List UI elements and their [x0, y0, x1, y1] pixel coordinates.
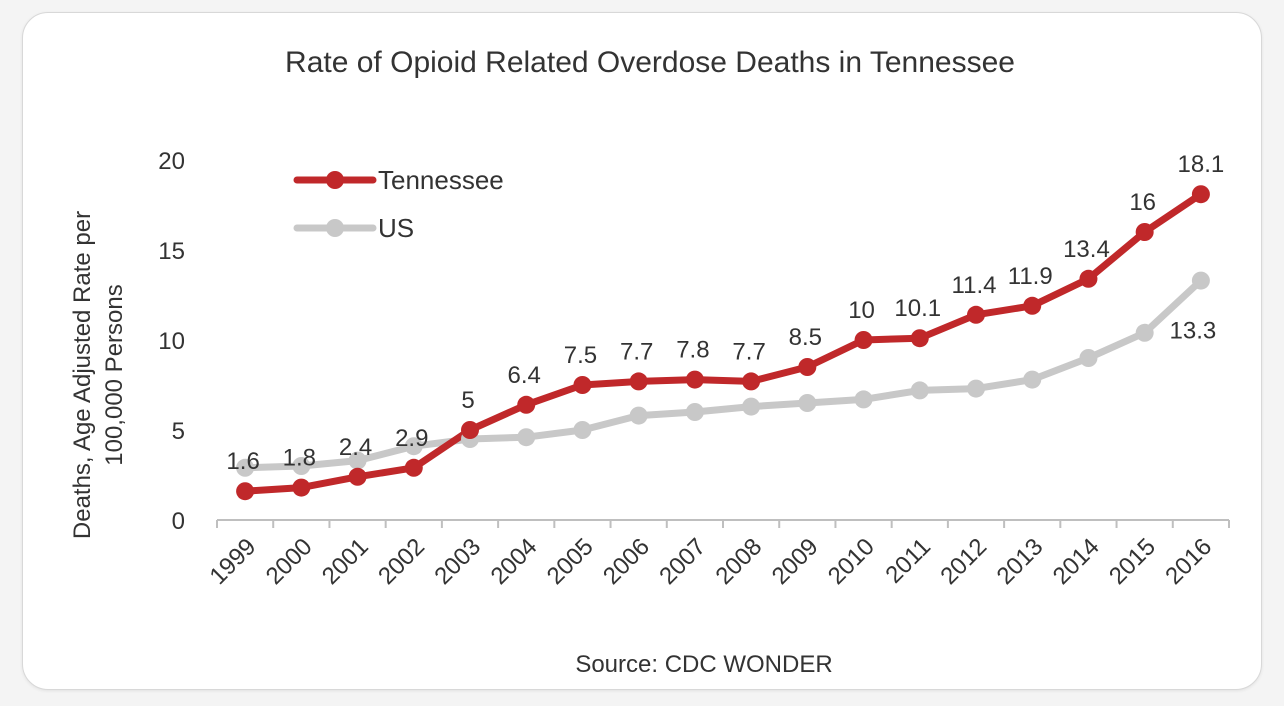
data-point-tennessee — [1079, 269, 1098, 288]
series-points — [236, 185, 1210, 501]
data-point-us — [798, 394, 817, 412]
x-tick-label: 2009 — [767, 533, 824, 590]
data-point-us — [517, 428, 536, 447]
data-point-tennessee — [292, 478, 311, 497]
x-tick-label: 2014 — [1048, 533, 1105, 590]
data-label-tennessee: 6.4 — [508, 362, 541, 389]
data-label-us: 13.3 — [1170, 318, 1217, 345]
data-label-tennessee: 5 — [461, 387, 474, 414]
data-point-us — [292, 457, 311, 475]
legend-swatch-marker — [326, 171, 344, 189]
data-point-us — [573, 421, 592, 439]
data-point-tennessee — [1191, 185, 1210, 204]
data-point-tennessee — [629, 372, 648, 391]
data-point-tennessee — [798, 358, 817, 376]
x-tick-label: 2011 — [880, 533, 936, 589]
data-point-tennessee — [1135, 223, 1154, 241]
data-point-tennessee — [967, 305, 985, 324]
y-axis-label: Deaths, Age Adjusted Rate per 100,000 Per… — [69, 211, 128, 539]
data-label-tennessee: 10 — [848, 297, 875, 324]
x-tick-label: 2000 — [261, 533, 318, 590]
x-tick-label: 2015 — [1104, 533, 1161, 590]
data-point-tennessee — [573, 376, 592, 394]
data-label-tennessee: 18.1 — [1178, 151, 1225, 178]
data-point-us — [1191, 271, 1210, 290]
x-tick-label: 2002 — [373, 533, 430, 590]
legend-swatch-marker — [326, 219, 344, 237]
legend-item-tennessee: Tennessee — [293, 165, 504, 195]
x-axis — [216, 519, 1230, 528]
data-point-tennessee — [685, 370, 704, 389]
y-tick-label: 10 — [158, 328, 185, 355]
x-tick-label: 2016 — [1160, 533, 1217, 590]
legend-label: Tennessee — [378, 165, 504, 195]
y-axis-label-line: Deaths, Age Adjusted Rate per — [69, 211, 96, 539]
data-point-tennessee — [348, 467, 367, 486]
data-label-tennessee: 2.4 — [339, 434, 372, 461]
data-label-tennessee: 7.7 — [732, 338, 765, 365]
x-tick-label: 2013 — [992, 533, 1049, 590]
data-point-us — [629, 406, 648, 425]
data-point-tennessee — [517, 395, 536, 414]
legend: Tennessee US — [293, 165, 504, 243]
data-label-tennessee: 1.8 — [283, 445, 316, 472]
legend-label: US — [378, 213, 414, 243]
x-tick-label: 2003 — [429, 533, 486, 590]
y-axis-ticks: 0 5 10 15 20 — [158, 148, 185, 535]
data-point-tennessee — [236, 482, 255, 501]
y-tick-label: 20 — [158, 148, 185, 175]
data-label-tennessee: 11.9 — [1008, 263, 1053, 290]
legend-item-us: US — [293, 213, 414, 243]
x-tick-label: 2008 — [711, 533, 768, 590]
x-tick-label: 2004 — [486, 533, 543, 590]
data-label-tennessee: 7.8 — [676, 337, 709, 364]
data-point-tennessee — [1023, 296, 1042, 315]
data-label-tennessee: 7.5 — [564, 342, 597, 369]
y-tick-label: 15 — [158, 238, 185, 265]
data-label-tennessee: 7.7 — [620, 338, 653, 365]
data-point-us — [1079, 349, 1098, 367]
x-tick-label: 2005 — [542, 533, 599, 590]
chart-title: Rate of Opioid Related Overdose Deaths i… — [285, 46, 1015, 79]
x-tick-label: 2012 — [935, 533, 992, 590]
data-label-tennessee: 10.1 — [894, 295, 941, 322]
data-point-tennessee — [742, 372, 761, 391]
x-tick-label: 2007 — [654, 533, 711, 590]
x-tick-label: 2001 — [317, 533, 374, 590]
data-point-tennessee — [910, 329, 929, 348]
data-point-us — [1135, 323, 1154, 342]
data-point-us — [236, 458, 255, 477]
x-tick-label: 2006 — [598, 533, 655, 590]
data-label-tennessee: 13.4 — [1063, 236, 1110, 263]
data-point-us — [1023, 370, 1042, 389]
series-line-us — [241, 277, 1205, 472]
data-label-tennessee: 8.5 — [789, 324, 822, 351]
data-label-tennessee: 2.9 — [395, 425, 428, 452]
data-point-us — [910, 381, 929, 400]
x-axis-ticks: 1999 2000 2001 2002 2003 2004 2005 2006 2007 2008… — [205, 533, 1218, 590]
data-point-us — [404, 437, 423, 456]
source-note: Source: CDC WONDER — [575, 651, 832, 678]
data-label-tennessee: 11.4 — [952, 272, 997, 299]
data-label-tennessee: 1.6 — [226, 448, 259, 475]
data-labels: 1.6 1.8 2.4 2.9 5 6.4 7.5 7.7 7.8 7.7 8.5 10 10.1 11.… — [226, 151, 1224, 475]
data-point-us — [967, 379, 985, 398]
series-lines — [241, 190, 1205, 495]
data-point-tennessee — [404, 458, 423, 477]
data-point-us — [685, 403, 704, 421]
series-line-tennessee — [241, 190, 1205, 495]
data-point-tennessee — [461, 421, 479, 439]
y-axis-label-line: 100,000 Persons — [101, 284, 128, 465]
data-label-tennessee: 16 — [1129, 189, 1156, 216]
data-point-us — [348, 451, 367, 470]
data-point-us — [854, 390, 873, 409]
chart-card — [22, 12, 1262, 690]
y-tick-label: 0 — [172, 508, 185, 535]
y-tick-label: 5 — [172, 418, 185, 445]
x-tick-label: 1999 — [205, 533, 262, 590]
x-tick-label: 2010 — [823, 533, 880, 590]
data-point-us — [742, 397, 761, 416]
data-point-tennessee — [854, 331, 873, 349]
